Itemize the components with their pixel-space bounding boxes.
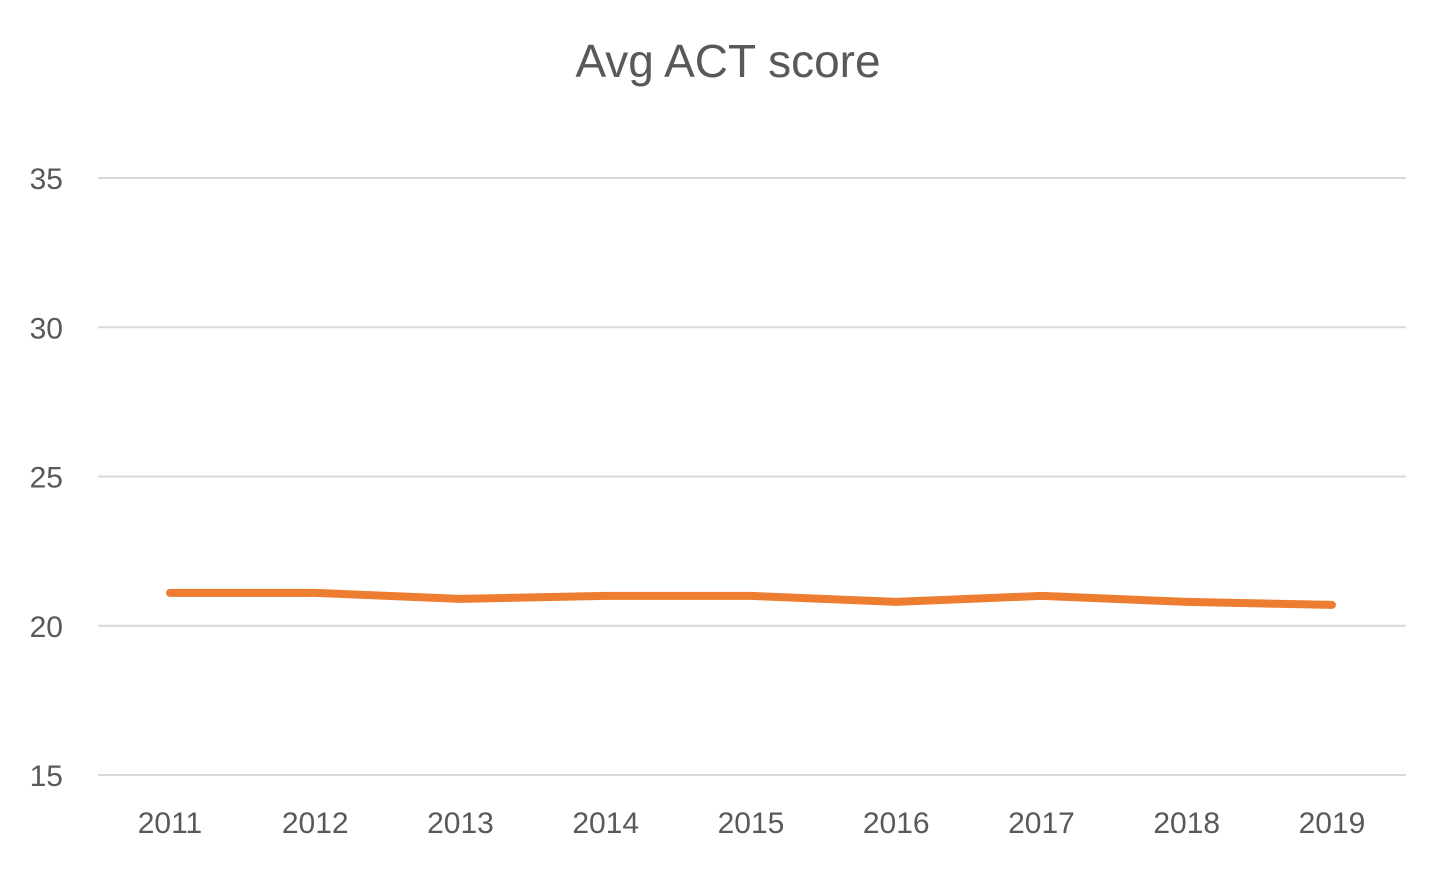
x-tick-label: 2013 bbox=[427, 807, 494, 840]
x-tick-label: 2011 bbox=[138, 807, 203, 840]
y-tick-label: 25 bbox=[30, 462, 63, 495]
data-point-2018 bbox=[1183, 598, 1191, 606]
y-tick-label: 30 bbox=[30, 312, 63, 345]
y-axis-ticks: 15 20 25 30 35 bbox=[30, 163, 63, 793]
data-point-2013 bbox=[457, 595, 465, 603]
series-lines bbox=[166, 588, 1336, 609]
data-point-2016 bbox=[892, 598, 900, 606]
series-line bbox=[166, 588, 1336, 609]
y-tick-label: 15 bbox=[30, 760, 63, 793]
gridlines bbox=[98, 177, 1406, 776]
data-point-2019 bbox=[1328, 601, 1336, 609]
chart-title: Avg ACT score bbox=[575, 35, 881, 87]
x-tick-label: 2017 bbox=[1008, 807, 1075, 840]
y-tick-label: 20 bbox=[30, 611, 63, 644]
y-tick-label: 35 bbox=[30, 163, 63, 196]
x-axis-ticks: 2011 2012 2013 2014 2015 2016 2017 2018 2019 bbox=[138, 807, 1366, 840]
data-point-2012 bbox=[311, 589, 319, 597]
data-point-2017 bbox=[1038, 592, 1046, 600]
data-point-2015 bbox=[747, 592, 755, 600]
x-tick-label: 2015 bbox=[718, 807, 785, 840]
data-point-2014 bbox=[602, 592, 610, 600]
x-tick-label: 2014 bbox=[572, 807, 639, 840]
x-tick-label: 2019 bbox=[1299, 807, 1366, 840]
x-tick-label: 2012 bbox=[282, 807, 349, 840]
x-tick-label: 2016 bbox=[863, 807, 930, 840]
x-tick-label: 2018 bbox=[1153, 807, 1220, 840]
data-point-2011 bbox=[166, 589, 174, 597]
